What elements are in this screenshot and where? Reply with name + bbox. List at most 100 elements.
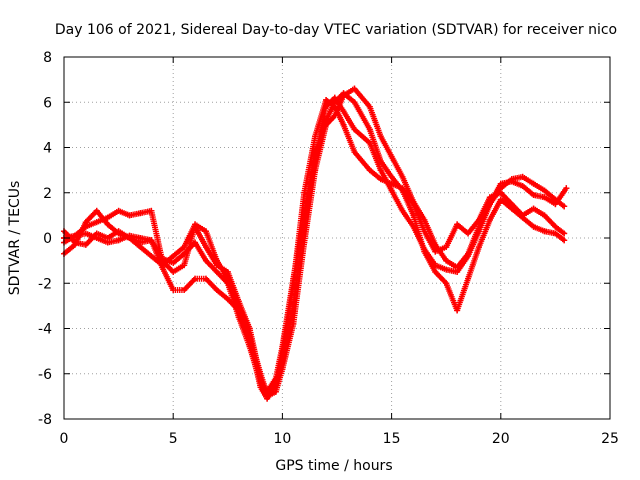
data-point	[530, 223, 537, 230]
data-point	[410, 223, 417, 230]
data-point	[71, 232, 78, 239]
data-point	[202, 275, 209, 282]
data-point	[443, 257, 450, 264]
data-point	[192, 275, 199, 282]
y-tick-label: 6	[43, 95, 52, 111]
data-point	[340, 121, 347, 128]
data-point	[421, 248, 428, 255]
data-point	[331, 112, 338, 119]
data-point	[126, 212, 133, 219]
data-point	[104, 221, 111, 228]
y-tick-label: -8	[38, 412, 52, 428]
data-point	[115, 228, 122, 235]
data-point	[563, 185, 570, 192]
data-point	[213, 262, 220, 269]
data-point	[93, 207, 100, 214]
data-point	[115, 237, 122, 244]
data-point	[561, 237, 568, 244]
data-point	[486, 216, 493, 223]
data-point	[530, 205, 537, 212]
chart-title: Day 106 of 2021, Sidereal Day-to-day VTE…	[55, 22, 617, 38]
data-point	[181, 262, 188, 269]
data-point	[388, 173, 395, 180]
data-point	[399, 207, 406, 214]
data-point	[497, 180, 504, 187]
data-point	[530, 192, 537, 199]
data-point	[552, 201, 559, 208]
data-point	[519, 182, 526, 189]
y-tick-label: -4	[38, 322, 52, 338]
data-point	[388, 153, 395, 160]
data-point	[272, 375, 279, 382]
data-point	[454, 264, 461, 271]
data-point	[181, 244, 188, 251]
data-point	[148, 237, 155, 244]
data-point	[432, 241, 439, 248]
data-point	[340, 108, 347, 115]
y-tick-label: 2	[43, 186, 52, 202]
data-point	[454, 221, 461, 228]
data-point	[366, 167, 373, 174]
data-point	[224, 280, 231, 287]
data-point	[137, 210, 144, 217]
data-point	[235, 314, 242, 321]
series-track-b	[61, 96, 568, 402]
data-point	[93, 235, 100, 241]
y-tick-label: -2	[38, 276, 52, 292]
data-point	[272, 388, 279, 395]
series-markers	[61, 96, 568, 402]
y-tick-label: 4	[43, 141, 52, 157]
data-point	[443, 244, 450, 251]
data-point	[279, 366, 286, 373]
data-point	[192, 223, 199, 230]
data-point	[202, 244, 209, 251]
data-point	[410, 212, 417, 219]
series-track-c	[61, 90, 568, 395]
data-point	[475, 244, 482, 251]
data-point	[202, 228, 209, 235]
y-axis-label: SDTVAR / TECUs	[7, 181, 23, 296]
data-point	[432, 268, 439, 275]
data-point	[159, 255, 166, 262]
data-point	[340, 92, 347, 99]
data-point	[312, 133, 319, 140]
data-point	[351, 126, 358, 133]
y-tick-label: 8	[43, 50, 52, 66]
data-point	[192, 239, 199, 246]
data-point	[377, 158, 384, 165]
data-point	[530, 180, 537, 187]
data-point	[312, 167, 319, 174]
data-point	[465, 230, 472, 237]
data-point	[377, 133, 384, 140]
data-point	[148, 207, 155, 214]
data-point	[497, 196, 504, 203]
data-point	[388, 180, 395, 187]
data-point	[377, 167, 384, 174]
data-point	[137, 235, 144, 241]
data-point	[377, 176, 384, 183]
data-point	[170, 268, 177, 275]
data-point	[290, 275, 297, 282]
x-tick-label: 5	[169, 431, 178, 447]
data-point	[399, 173, 406, 180]
data-point	[170, 259, 177, 266]
data-point	[541, 194, 548, 201]
data-point	[519, 173, 526, 180]
data-point	[246, 325, 253, 332]
data-point	[104, 239, 111, 246]
data-series	[61, 85, 570, 402]
data-point	[388, 187, 395, 194]
data-point	[148, 253, 155, 260]
data-point	[235, 298, 242, 305]
data-point	[561, 230, 568, 237]
series-track-d	[61, 85, 570, 400]
x-tick-label: 20	[492, 431, 510, 447]
x-tick-label: 15	[383, 431, 401, 447]
axis-ticks: 0 5 10 15 20 25 -8 -6 -4 -2 0 2 4 6 8	[38, 50, 619, 447]
data-point	[71, 239, 78, 246]
data-point	[181, 287, 188, 294]
data-point	[264, 393, 271, 400]
data-point	[202, 257, 209, 264]
data-point	[366, 126, 373, 133]
